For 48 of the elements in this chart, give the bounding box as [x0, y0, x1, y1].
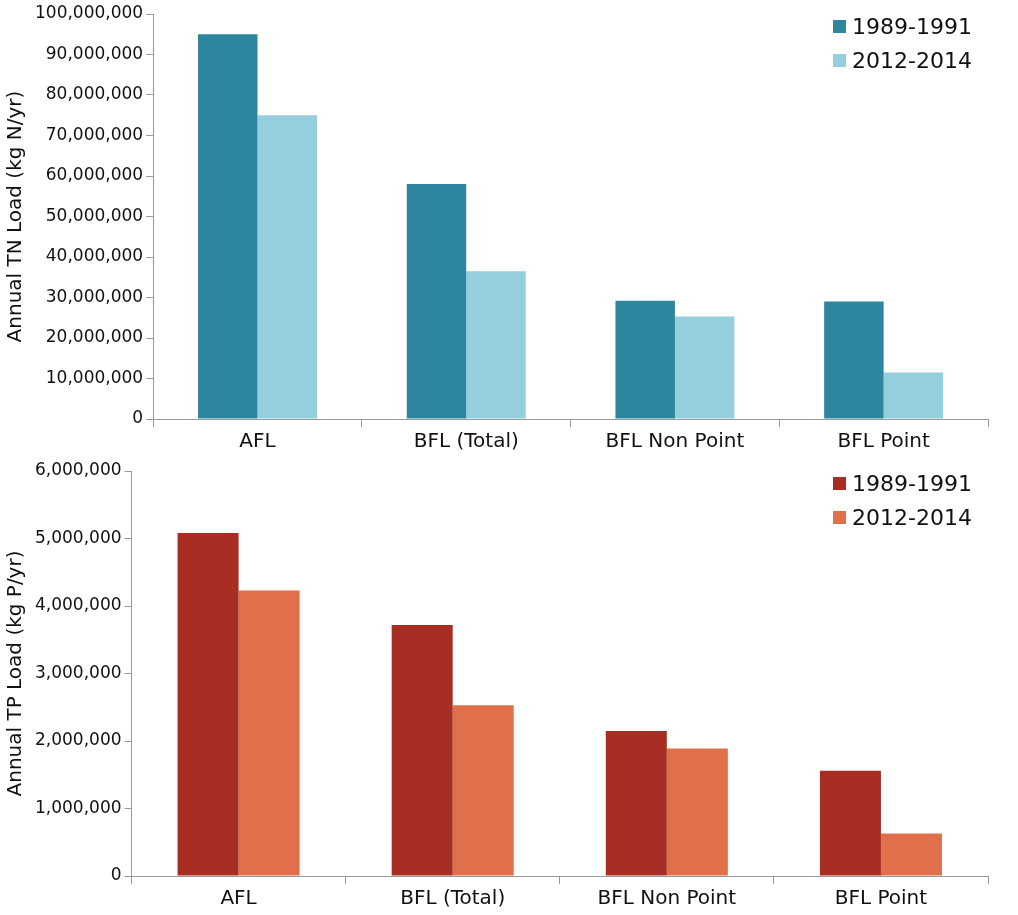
x-tick-label: AFL [220, 885, 258, 910]
y-tick-label: 2,000,000 [34, 729, 122, 750]
bar [177, 533, 239, 876]
legend-label: 2012-2014 [852, 48, 972, 73]
y-tick-label: 80,000,000 [45, 83, 144, 104]
bar [883, 372, 944, 419]
y-tick-label: 50,000,000 [45, 204, 144, 225]
y-axis-title: Annual TP Load (kg P/yr) [2, 550, 27, 797]
y-tick-label: 20,000,000 [45, 326, 144, 347]
legend-label: 2012-2014 [852, 505, 972, 530]
bar [819, 770, 881, 876]
y-tick-label: 4,000,000 [34, 594, 122, 615]
bar [198, 34, 258, 419]
legend-label: 1989-1991 [852, 14, 972, 39]
x-tick-label: BFL Point [837, 428, 930, 453]
bar [257, 115, 317, 419]
x-tick-label: BFL Point [834, 885, 928, 910]
y-tick-label: 5,000,000 [34, 526, 122, 547]
y-tick-label: 0 [110, 864, 122, 885]
bar [674, 316, 735, 419]
y-tick-label: 10,000,000 [45, 366, 144, 387]
bar [666, 748, 728, 876]
bar [824, 301, 884, 419]
bar [238, 590, 300, 876]
bar [452, 705, 514, 876]
x-tick-label: BFL Non Point [597, 885, 737, 910]
y-tick-label: 30,000,000 [45, 285, 144, 306]
bar [406, 184, 467, 419]
y-tick-label: 60,000,000 [45, 164, 144, 185]
bar [605, 730, 667, 876]
y-tick-label: 6,000,000 [34, 459, 122, 480]
y-axis-title: Annual TN Load (kg N/yr) [2, 90, 27, 343]
y-tick-label: 1,000,000 [34, 796, 122, 817]
bar [466, 271, 526, 419]
y-tick-label: 100,000,000 [34, 2, 144, 23]
x-tick-label: BFL (Total) [413, 428, 519, 453]
bar [615, 300, 675, 419]
bar [391, 624, 453, 876]
y-tick-label: 70,000,000 [45, 123, 144, 144]
x-tick-label: AFL [239, 428, 277, 453]
y-tick-label: 40,000,000 [45, 245, 144, 266]
x-tick-label: BFL (Total) [400, 885, 506, 910]
y-tick-label: 90,000,000 [45, 42, 144, 63]
bar [880, 833, 942, 876]
legend-label: 1989-1991 [852, 471, 972, 496]
x-tick-label: BFL Non Point [605, 428, 745, 453]
y-tick-label: 3,000,000 [34, 661, 122, 682]
y-tick-label: 0 [132, 407, 144, 428]
